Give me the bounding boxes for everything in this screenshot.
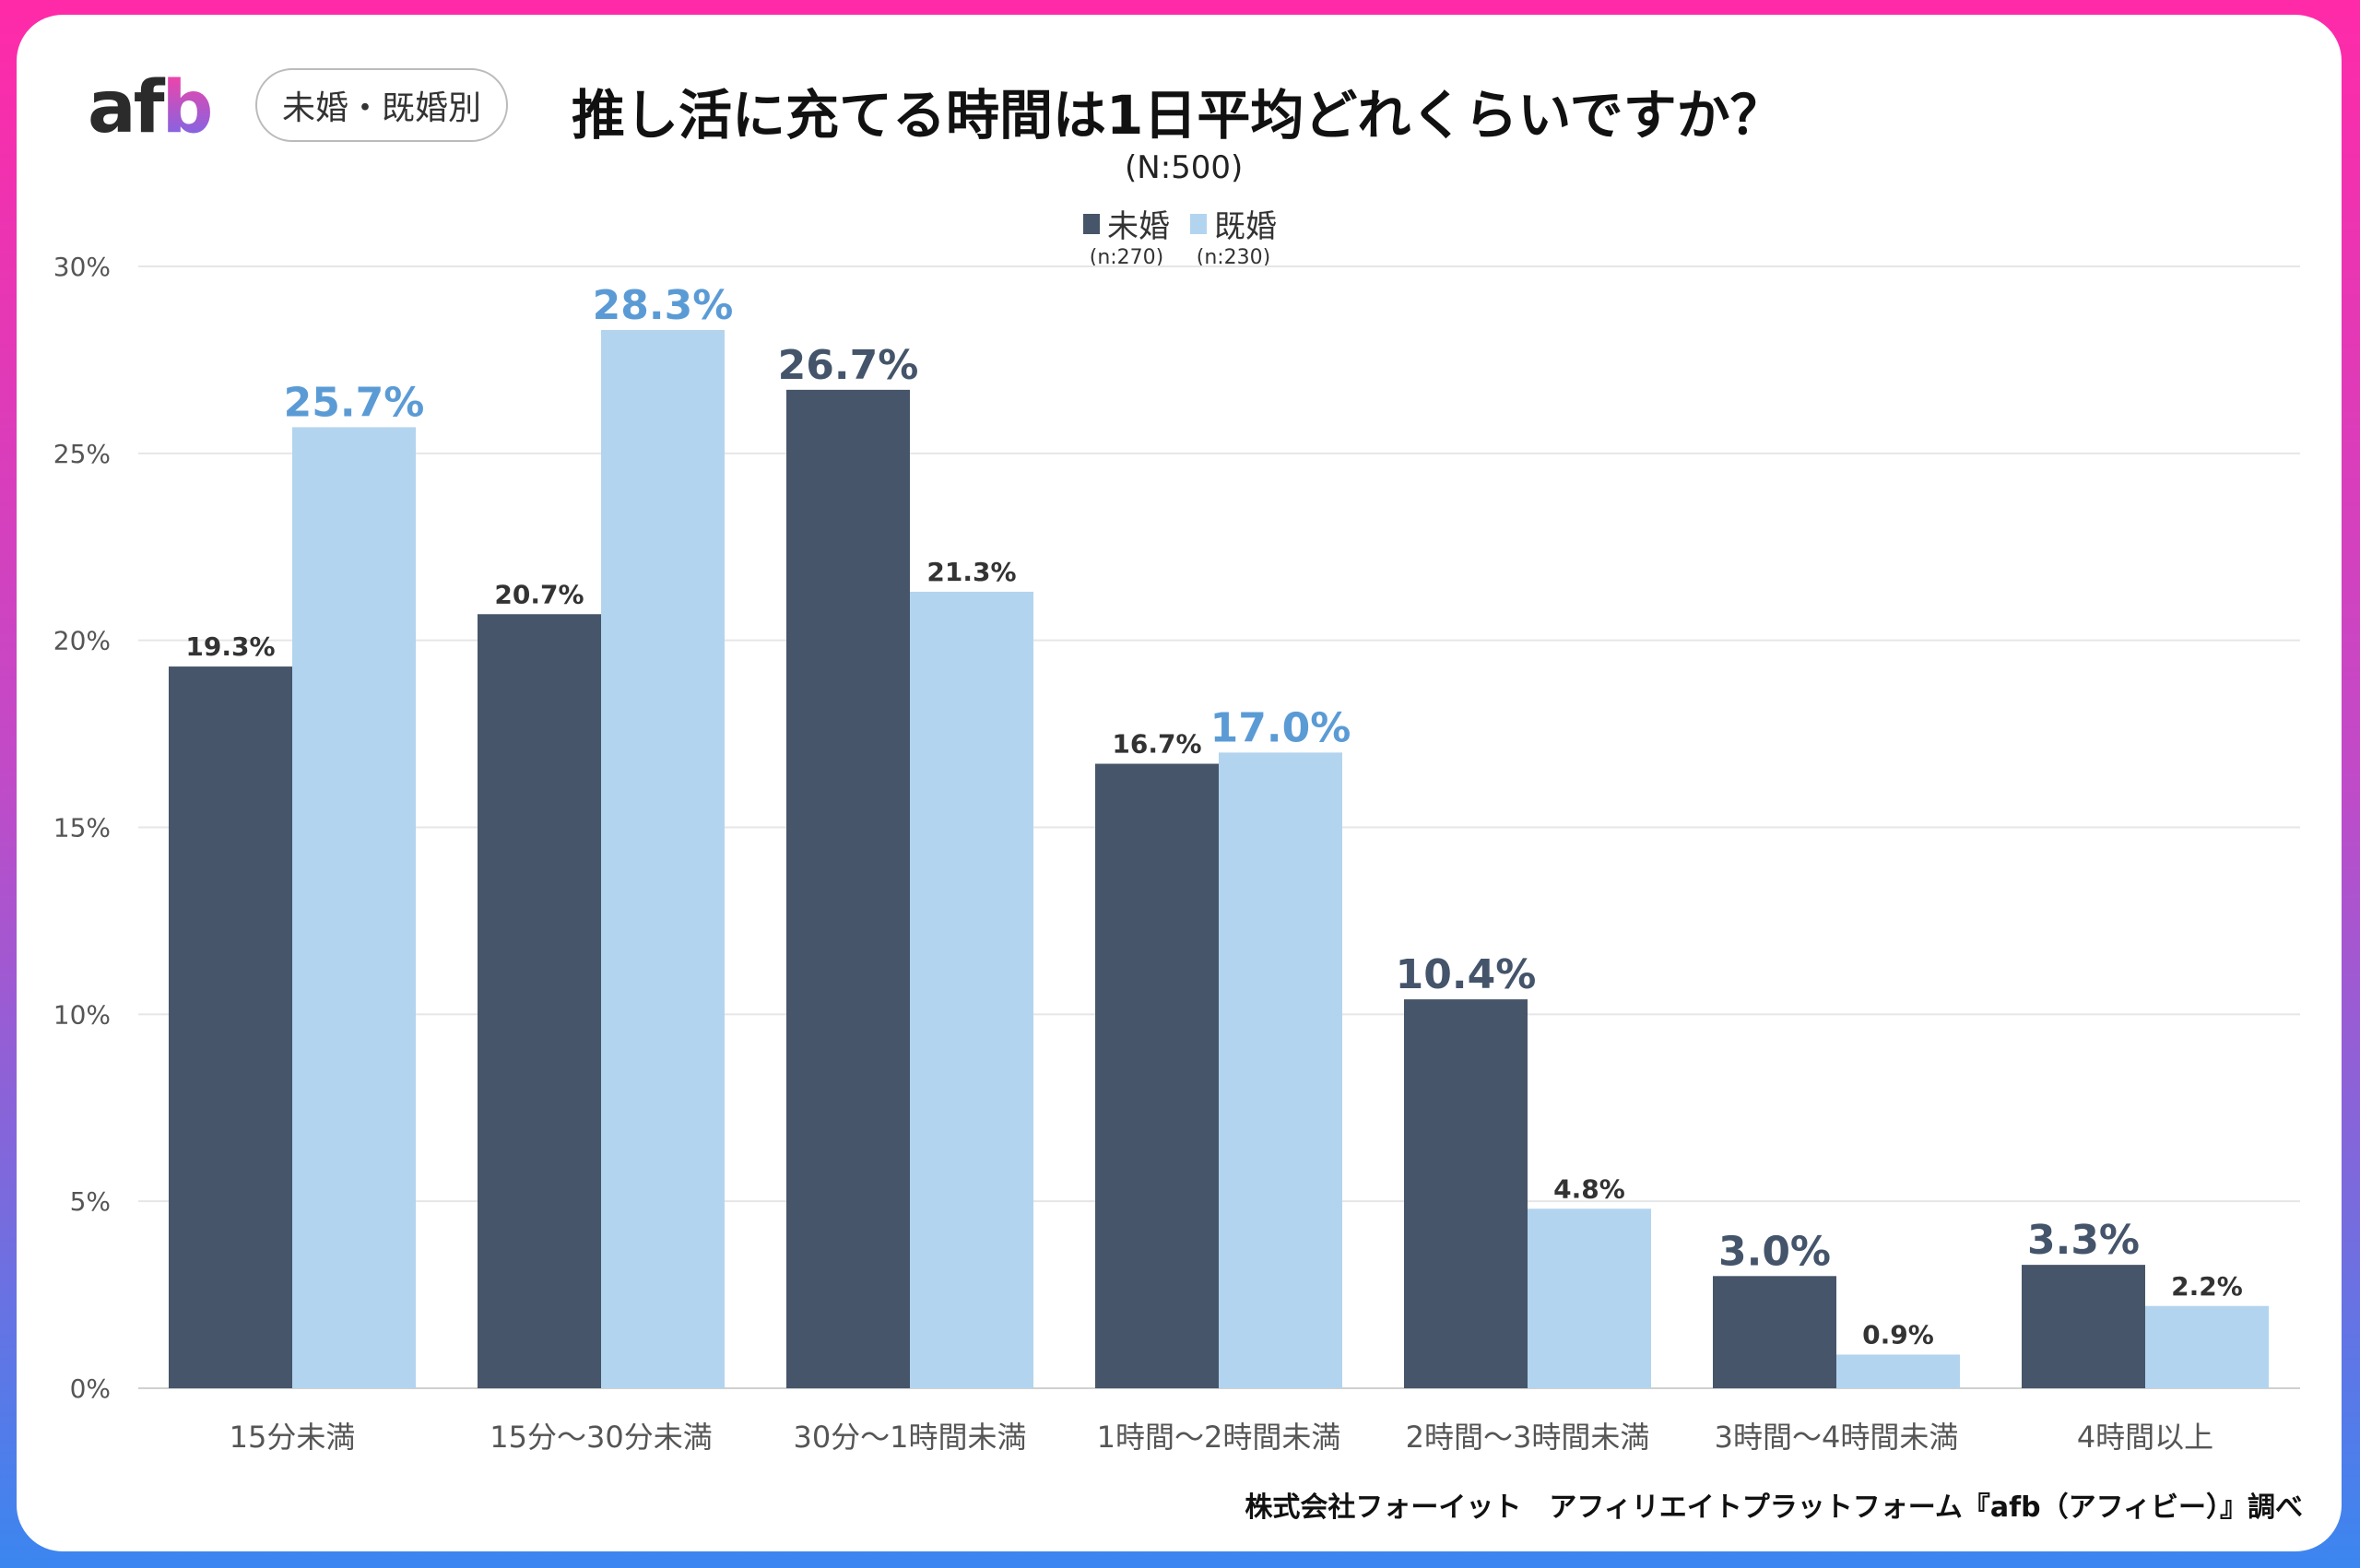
x-tick-label: 30分～1時間未満 bbox=[793, 1420, 1026, 1455]
bar-unmarried bbox=[2022, 1265, 2145, 1388]
data-label: 0.9% bbox=[1862, 1319, 1934, 1350]
legend-note: (n:270) bbox=[1089, 246, 1164, 269]
source-credit: 株式会社フォーイット アフィリエイトプラットフォーム『afb（アフィビー）』調べ bbox=[1245, 1491, 2303, 1524]
bar-unmarried bbox=[1404, 999, 1528, 1388]
y-tick-label: 15% bbox=[53, 813, 111, 843]
data-label: 25.7% bbox=[284, 379, 425, 426]
data-label: 16.7% bbox=[1112, 729, 1201, 760]
x-tick-label: 15分未満 bbox=[230, 1420, 356, 1455]
x-tick-label: 15分～30分未満 bbox=[490, 1420, 712, 1455]
bar-married bbox=[1219, 752, 1342, 1388]
bar-married bbox=[292, 427, 416, 1389]
x-tick-label: 2時間～3時間未満 bbox=[1406, 1420, 1650, 1455]
chart-title: 推し活に充てる時間は1日平均どれくらいですか？ bbox=[572, 84, 1784, 147]
legend: 未婚 (n:270) 既婚 (n:230) bbox=[1083, 201, 1277, 269]
bar-married bbox=[1528, 1208, 1651, 1388]
data-label: 19.3% bbox=[185, 631, 275, 662]
legend-label: 既婚 bbox=[1214, 208, 1277, 245]
bar-unmarried bbox=[478, 614, 601, 1388]
x-tick-label: 4時間以上 bbox=[2077, 1420, 2213, 1455]
legend-note: (n:230) bbox=[1196, 246, 1271, 269]
legend-label: 未婚 bbox=[1107, 208, 1170, 245]
data-label: 10.4% bbox=[1396, 951, 1537, 998]
bar-unmarried bbox=[169, 666, 292, 1388]
chart-subtitle: (N:500) bbox=[1125, 149, 1244, 186]
bar-married bbox=[910, 591, 1033, 1388]
bar-married bbox=[601, 329, 725, 1388]
y-tick-label: 5% bbox=[70, 1186, 111, 1217]
y-tick-label: 25% bbox=[53, 439, 111, 469]
y-tick-label: 0% bbox=[70, 1373, 111, 1404]
data-label: 3.3% bbox=[2027, 1217, 2140, 1264]
x-tick-label: 3時間～4時間未満 bbox=[1715, 1420, 1959, 1455]
data-label: 17.0% bbox=[1210, 704, 1351, 751]
y-tick-label: 30% bbox=[53, 252, 111, 282]
data-label: 26.7% bbox=[778, 342, 919, 389]
data-label: 2.2% bbox=[2171, 1271, 2243, 1302]
data-label: 4.8% bbox=[1553, 1173, 1625, 1204]
bar-married bbox=[2145, 1305, 2269, 1388]
bar-unmarried bbox=[1713, 1276, 1836, 1388]
afb-logo: afb bbox=[88, 66, 213, 149]
legend-item-married: 既婚 (n:230) bbox=[1190, 201, 1277, 269]
legend-swatch-married bbox=[1190, 213, 1207, 234]
x-tick-label: 1時間～2時間未満 bbox=[1097, 1420, 1341, 1455]
data-label: 3.0% bbox=[1718, 1228, 1831, 1275]
y-tick-label: 10% bbox=[53, 999, 111, 1030]
legend-item-unmarried: 未婚 (n:270) bbox=[1083, 201, 1170, 269]
bar-married bbox=[1836, 1354, 1960, 1388]
bar-unmarried bbox=[1095, 763, 1219, 1388]
data-label: 28.3% bbox=[593, 282, 734, 329]
data-label: 21.3% bbox=[926, 557, 1016, 587]
y-tick-label: 20% bbox=[53, 626, 111, 656]
bar-unmarried bbox=[786, 389, 910, 1388]
legend-swatch-unmarried bbox=[1083, 213, 1100, 234]
data-label: 20.7% bbox=[494, 579, 584, 609]
segment-badge: 未婚・既婚別 bbox=[255, 68, 508, 142]
